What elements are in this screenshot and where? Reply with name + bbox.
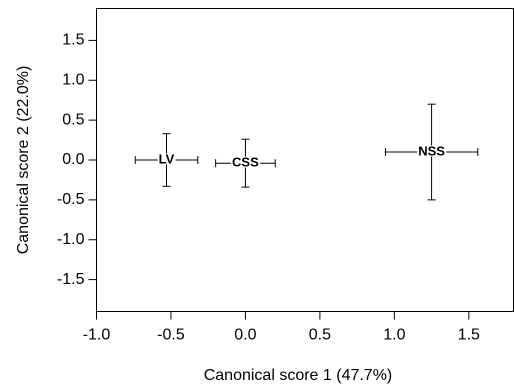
x-tick-label: 1.0 bbox=[383, 327, 405, 344]
x-tick-label: -0.5 bbox=[157, 327, 185, 344]
point-marker bbox=[157, 153, 176, 165]
point-label: NSS bbox=[418, 143, 445, 158]
x-tick-label: 0.0 bbox=[234, 327, 256, 344]
y-tick-label: 0.5 bbox=[62, 111, 84, 128]
y-tick-label: -0.5 bbox=[57, 191, 85, 208]
y-tick-label: 0.0 bbox=[62, 151, 84, 168]
y-tick-label: -1.0 bbox=[57, 231, 85, 248]
point-marker bbox=[417, 145, 447, 157]
x-tick-label: 0.5 bbox=[309, 327, 331, 344]
point-label: LV bbox=[159, 151, 175, 166]
x-tick-label: -1.0 bbox=[83, 327, 111, 344]
y-tick-label: 1.5 bbox=[62, 32, 84, 49]
y-tick-label: -1.5 bbox=[57, 271, 85, 288]
y-tick-label: 1.0 bbox=[62, 71, 84, 88]
x-axis-label: Canonical score 1 (47.7%) bbox=[204, 367, 393, 384]
x-tick-label: 1.5 bbox=[458, 327, 480, 344]
point-label: CSS bbox=[232, 155, 259, 170]
point-marker bbox=[231, 156, 261, 168]
y-axis-label: Canonical score 2 (22.0%) bbox=[15, 66, 32, 255]
